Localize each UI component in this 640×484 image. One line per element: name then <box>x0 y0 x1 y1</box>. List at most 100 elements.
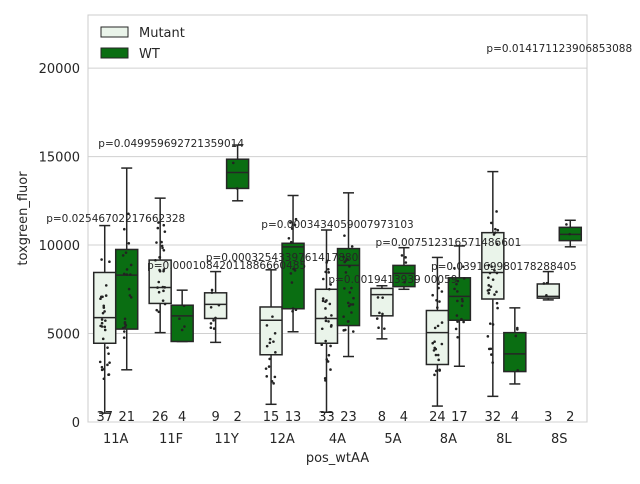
data-point <box>328 302 332 306</box>
data-point <box>330 324 333 327</box>
data-point <box>438 368 441 372</box>
data-point <box>157 290 161 294</box>
legend-swatch <box>100 47 129 59</box>
data-point <box>127 287 131 291</box>
data-point <box>291 310 294 313</box>
data-point <box>180 328 184 332</box>
data-point <box>492 233 496 236</box>
count-label: 24 <box>429 410 446 425</box>
data-point <box>343 260 346 264</box>
count-label: 8 <box>378 410 386 425</box>
data-point <box>491 361 495 364</box>
y-tick-label: 5000 <box>47 328 80 343</box>
data-point <box>125 273 129 276</box>
data-point <box>455 314 459 317</box>
data-point <box>125 268 129 271</box>
data-point <box>320 327 324 331</box>
data-point <box>346 258 349 261</box>
data-point <box>155 241 158 244</box>
data-point <box>329 344 332 348</box>
data-point <box>124 251 128 254</box>
data-point <box>346 301 350 305</box>
data-point <box>437 282 440 286</box>
data-point <box>323 377 327 380</box>
data-point <box>487 263 491 267</box>
data-point <box>486 335 490 338</box>
data-point <box>542 282 546 285</box>
count-label: 23 <box>340 410 357 425</box>
data-point <box>287 236 291 240</box>
p-value-annotation: p=0.00010842011886660485 <box>147 260 306 272</box>
legend-swatch <box>100 26 129 38</box>
data-point <box>352 296 355 300</box>
data-point <box>100 321 104 325</box>
p-value-annotation: p=0.049959692721359014 <box>98 138 244 150</box>
x-tick-label: 8A <box>440 432 457 447</box>
data-point <box>486 289 490 292</box>
data-point <box>268 337 272 341</box>
data-point <box>163 230 167 233</box>
data-point <box>462 265 465 268</box>
box-mutant <box>370 287 394 317</box>
data-point <box>324 316 328 319</box>
p-value-annotation: p=0.0019413939 00059 <box>328 274 457 286</box>
data-point <box>488 271 492 275</box>
data-point <box>290 227 294 230</box>
data-point <box>210 291 214 294</box>
count-label: 9 <box>211 410 219 425</box>
x-tick-label: 5A <box>384 432 401 447</box>
data-point <box>350 286 353 290</box>
data-point <box>272 340 275 343</box>
legend-label: Mutant <box>139 26 185 41</box>
data-point <box>104 319 107 322</box>
data-point <box>496 306 499 310</box>
p-value-annotation: p=0.01417112390685308​8 <box>486 43 632 55</box>
count-label: 3 <box>544 410 552 425</box>
data-point <box>291 307 295 310</box>
data-point <box>101 311 105 315</box>
data-point <box>324 300 327 304</box>
x-tick-label: 11Y <box>214 432 239 447</box>
p-value-annotation: p=0.007512316571486601 <box>376 237 522 249</box>
data-point <box>209 305 213 309</box>
data-point <box>160 244 164 248</box>
data-point <box>460 297 464 301</box>
count-label: 37 <box>96 410 113 425</box>
data-point <box>162 249 166 252</box>
data-point <box>351 330 355 333</box>
count-label: 32 <box>485 410 502 425</box>
count-label: 13 <box>285 410 302 425</box>
data-point <box>516 368 520 372</box>
data-point <box>433 373 436 377</box>
data-point <box>377 326 380 330</box>
data-point <box>324 339 327 343</box>
data-point <box>101 337 105 341</box>
data-point <box>271 315 274 318</box>
data-point <box>347 320 350 323</box>
box-mutant <box>314 288 339 345</box>
data-point <box>274 351 277 354</box>
data-point <box>157 280 161 284</box>
data-point <box>121 254 125 257</box>
box-wt <box>114 248 139 330</box>
data-point <box>294 308 298 312</box>
data-point <box>103 310 106 313</box>
data-point <box>487 284 491 287</box>
y-tick-label: 10000 <box>39 239 80 254</box>
data-point <box>489 285 493 288</box>
data-point <box>351 303 355 306</box>
data-point <box>108 361 111 364</box>
data-point <box>347 304 351 308</box>
data-point <box>103 325 107 329</box>
data-point <box>545 281 549 285</box>
data-point <box>321 299 325 303</box>
data-point <box>488 322 492 325</box>
count-label: 2 <box>566 410 574 425</box>
p-value-annotation: p=0.0003254339761417880 <box>206 252 358 264</box>
data-point <box>348 291 352 294</box>
data-point <box>491 278 495 281</box>
data-point <box>489 221 493 225</box>
data-point <box>487 276 490 279</box>
data-point <box>209 326 213 329</box>
data-point <box>265 375 269 378</box>
